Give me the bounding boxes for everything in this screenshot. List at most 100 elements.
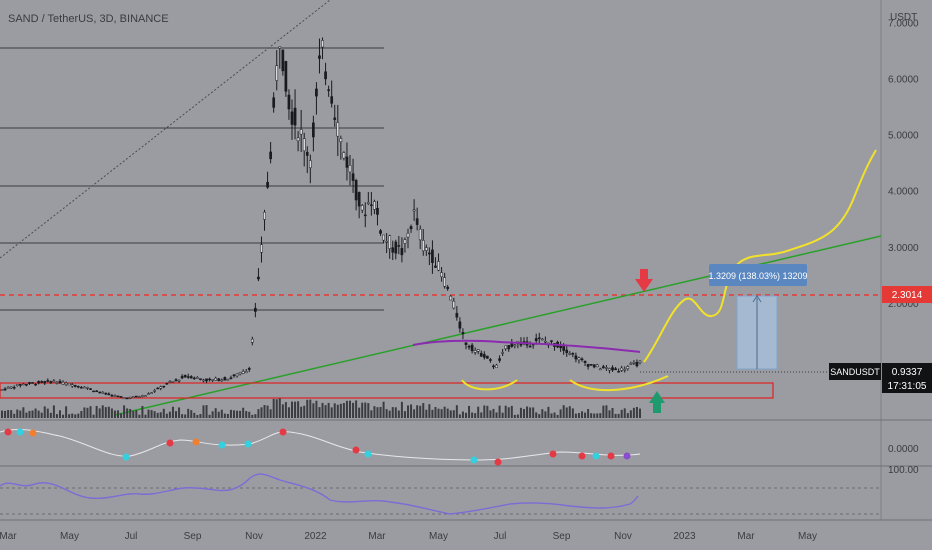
candle	[217, 378, 221, 382]
volume-bar	[611, 408, 614, 418]
candle	[366, 192, 370, 206]
oscillator-dot	[218, 441, 226, 449]
candle	[76, 385, 80, 389]
volume-bar	[16, 409, 19, 418]
volume-bar	[620, 409, 623, 418]
price-axis-background	[881, 0, 932, 550]
volume-bar	[495, 412, 498, 418]
volume-bar	[623, 408, 626, 418]
candle	[0, 389, 4, 391]
volume-bar	[431, 409, 434, 418]
volume-bar	[107, 406, 110, 418]
oscillator-dot	[592, 452, 600, 460]
up-arrow-icon[interactable]	[649, 391, 665, 413]
volume-bar	[452, 410, 455, 418]
yellow-bottom-arc-2[interactable]	[569, 375, 669, 392]
volume-bar	[373, 406, 376, 418]
resistance-price-tag	[882, 286, 932, 303]
volume-bar	[196, 414, 199, 418]
candle	[281, 49, 285, 76]
candle	[540, 337, 544, 341]
volume-bar	[278, 398, 281, 418]
candle	[400, 237, 404, 263]
candle	[489, 358, 492, 363]
volume-bar	[614, 413, 617, 418]
candle	[324, 62, 327, 86]
candle	[623, 366, 627, 373]
candle	[345, 142, 349, 181]
candle	[385, 233, 388, 254]
symbol-tag-label: SANDUSDT	[830, 367, 880, 377]
candle	[37, 380, 40, 385]
volume-bar	[507, 407, 510, 418]
volume-bar	[37, 410, 40, 418]
candle	[40, 380, 44, 384]
volume-bar	[113, 410, 116, 418]
candle	[370, 191, 373, 216]
volume-bar	[86, 407, 89, 418]
volume-bar	[52, 405, 55, 418]
volume-bar	[266, 405, 269, 418]
candle	[138, 395, 141, 398]
demand-zone[interactable]	[0, 382, 774, 399]
volume-bar	[223, 413, 226, 418]
candle	[605, 365, 608, 371]
candle	[486, 355, 489, 359]
candle	[254, 302, 257, 318]
symbol-tag	[829, 363, 881, 380]
rsi-axis-label: 100.00	[888, 465, 919, 476]
volume-bar	[428, 404, 431, 418]
volume-bar	[376, 407, 379, 418]
candle	[330, 80, 334, 108]
volume-bar	[226, 413, 229, 418]
candle	[116, 395, 120, 398]
volume-bar	[489, 410, 492, 418]
candle	[290, 99, 294, 140]
volume-bar	[214, 408, 217, 418]
volume-bar	[248, 411, 251, 418]
volume-bar	[468, 405, 471, 418]
yellow-forecast-curve[interactable]	[643, 149, 877, 363]
volume-bar	[55, 414, 58, 418]
volume-bar	[239, 410, 242, 418]
candle	[431, 240, 434, 274]
candle	[202, 378, 205, 383]
candle	[134, 395, 138, 398]
volume-bar	[504, 405, 507, 418]
candle	[595, 363, 599, 368]
volume-bar	[211, 411, 214, 418]
candle	[43, 380, 47, 386]
down-arrow-icon[interactable]	[635, 269, 653, 292]
volume-bar	[617, 413, 620, 418]
volume-bar	[89, 406, 92, 418]
candle	[473, 347, 477, 355]
time-axis-tick: Mar	[0, 531, 17, 542]
oscillator-dot	[29, 429, 37, 437]
volume-bar	[596, 413, 599, 418]
volume-bar	[523, 409, 525, 418]
candle	[464, 342, 468, 350]
yellow-bottom-arc-1[interactable]	[461, 379, 518, 391]
volume-bar	[101, 405, 104, 418]
candle	[363, 202, 367, 228]
dotted-trend-line[interactable]	[0, 0, 331, 259]
candle	[467, 344, 471, 350]
projection-arrow-head	[752, 295, 762, 303]
volume-bar	[407, 405, 409, 418]
oscillator-dot	[192, 438, 200, 446]
price-axis-tick: 4.0000	[888, 187, 919, 198]
volume-bar	[327, 402, 330, 418]
candle	[412, 199, 416, 221]
candle	[418, 225, 422, 249]
oscillator-dot	[4, 428, 12, 436]
fib-lines	[0, 47, 384, 311]
volume-bar	[639, 408, 641, 418]
candle	[312, 115, 315, 152]
candle	[415, 207, 419, 231]
volume-bar	[138, 414, 141, 418]
price-axis-tick: 2.0000	[888, 299, 919, 310]
candle	[238, 372, 242, 376]
purple-ma-curve[interactable]	[412, 339, 641, 353]
volume-bar	[303, 405, 306, 418]
volume-bar	[330, 407, 333, 418]
